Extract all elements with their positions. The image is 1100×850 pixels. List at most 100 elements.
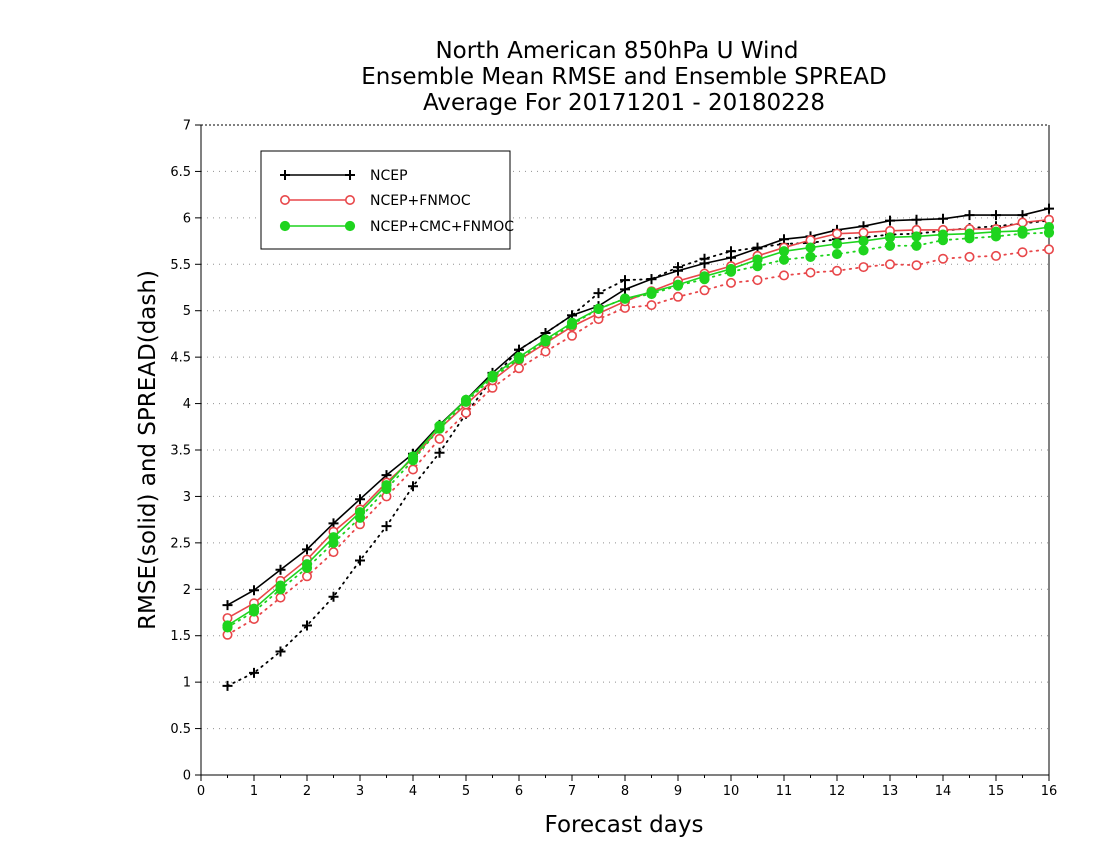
y-tick-label-0: 0 xyxy=(183,769,191,784)
point-ncep-cmc-fnmoc-spread-24 xyxy=(858,245,869,256)
point-ncep-fnmoc-rmse-23 xyxy=(831,228,842,239)
legend-label-ncep: NCEP xyxy=(370,168,408,184)
point-ncep-cmc-fnmoc-rmse-26 xyxy=(911,231,922,242)
point-ncep-fnmoc-spread-9 xyxy=(460,407,471,418)
point-ncep-spread-4 xyxy=(328,591,339,602)
axes: 00.511.522.533.544.555.566.570 1 2 3 4 5 6 7 8 9 1… xyxy=(170,119,1057,800)
legend-marker-start-ncep xyxy=(280,170,290,180)
series-ncep-cmc-fnmoc-spread xyxy=(222,227,1055,633)
legend-marker-start-ncep-fnmoc xyxy=(279,195,290,206)
line-ncep-spread xyxy=(226,219,1050,687)
point-ncep-cmc-fnmoc-rmse-17 xyxy=(672,279,684,290)
y-tick-label-8: 4 xyxy=(183,397,191,412)
point-ncep-cmc-fnmoc-rmse-8 xyxy=(434,420,445,431)
point-ncep-fnmoc-spread-30 xyxy=(1017,247,1028,258)
title-line-3: Average For 20171201 - 20180228 xyxy=(423,90,825,116)
legend-label-ncep-fnmoc: NCEP+FNMOC xyxy=(370,193,471,209)
plot-series xyxy=(222,203,1055,691)
x-tick-label-14: 14 xyxy=(935,784,952,799)
point-ncep-fnmoc-spread-18 xyxy=(699,285,710,296)
point-ncep-cmc-fnmoc-rmse-2 xyxy=(275,580,286,591)
legend-item-ncep-fnmoc: NCEP+FNMOC xyxy=(279,193,471,209)
x-tick-label-7: 7 xyxy=(568,784,576,799)
point-ncep-cmc-fnmoc-rmse-19 xyxy=(725,263,737,275)
line-ncep-cmc-fnmoc-spread xyxy=(226,231,1050,629)
point-ncep-cmc-fnmoc-rmse-6 xyxy=(381,480,392,491)
x-tick-label-1: 1 xyxy=(250,784,258,799)
legend-marker-end-ncep-cmc-fnmoc xyxy=(344,220,356,232)
y-tick-label-5: 2.5 xyxy=(170,536,191,551)
line-ncep-cmc-fnmoc-rmse xyxy=(227,226,1050,627)
point-ncep-cmc-fnmoc-rmse-24 xyxy=(858,235,869,247)
point-ncep-spread-1 xyxy=(249,667,259,678)
point-ncep-fnmoc-spread-4 xyxy=(328,547,339,558)
series-ncep-cmc-fnmoc-rmse xyxy=(222,222,1055,631)
point-ncep-cmc-fnmoc-rmse-21 xyxy=(778,246,790,257)
point-ncep-spread-5 xyxy=(355,555,365,566)
point-ncep-cmc-fnmoc-rmse-15 xyxy=(619,293,631,304)
point-ncep-fnmoc-spread-17 xyxy=(672,291,683,302)
point-ncep-cmc-fnmoc-spread-23 xyxy=(831,248,843,260)
x-tick-label-16: 16 xyxy=(1041,784,1058,799)
legend-marker-end-ncep xyxy=(345,170,355,180)
point-ncep-fnmoc-spread-20 xyxy=(752,275,763,286)
point-ncep-cmc-fnmoc-rmse-18 xyxy=(699,271,710,282)
point-ncep-spread-14 xyxy=(593,288,604,299)
point-ncep-fnmoc-spread-31 xyxy=(1044,244,1055,255)
point-ncep-fnmoc-spread-29 xyxy=(990,250,1001,261)
point-ncep-cmc-fnmoc-rmse-31 xyxy=(1043,222,1055,233)
chart-title: North American 850hPa U Wind Ensemble Me… xyxy=(361,38,886,116)
y-tick-label-11: 5.5 xyxy=(170,258,191,273)
x-tick-label-6: 6 xyxy=(515,784,523,799)
point-ncep-fnmoc-spread-24 xyxy=(858,262,869,273)
point-ncep-fnmoc-spread-26 xyxy=(911,260,922,271)
y-tick-label-10: 5 xyxy=(183,304,191,319)
series-ncep-rmse xyxy=(222,203,1054,611)
line-ncep-fnmoc-rmse xyxy=(227,218,1050,619)
point-ncep-cmc-fnmoc-rmse-12 xyxy=(540,334,551,345)
point-ncep-fnmoc-spread-8 xyxy=(434,433,445,444)
y-tick-label-7: 3.5 xyxy=(170,444,191,459)
y-tick-label-13: 6.5 xyxy=(170,165,191,180)
point-ncep-cmc-fnmoc-rmse-9 xyxy=(460,394,472,405)
point-ncep-cmc-fnmoc-rmse-7 xyxy=(407,451,419,462)
legend-marker-end-ncep-fnmoc xyxy=(344,195,355,206)
y-tick-label-1: 0.5 xyxy=(170,722,191,737)
point-ncep-rmse-19 xyxy=(726,252,736,263)
point-ncep-rmse-0 xyxy=(222,600,233,611)
point-ncep-cmc-fnmoc-rmse-14 xyxy=(593,303,604,314)
legend: NCEP NCEP+FNMOC NCEP+CMC+FNMOC xyxy=(260,150,514,250)
y-tick-label-9: 4.5 xyxy=(170,351,191,366)
y-tick-label-14: 7 xyxy=(183,119,191,134)
legend-entries: NCEP NCEP+FNMOC NCEP+CMC+FNMOC xyxy=(279,168,514,235)
point-ncep-rmse-3 xyxy=(302,544,312,555)
point-ncep-cmc-fnmoc-rmse-22 xyxy=(805,242,816,253)
x-tick-label-8: 8 xyxy=(621,784,629,799)
point-ncep-rmse-21 xyxy=(779,234,789,245)
point-ncep-cmc-fnmoc-rmse-11 xyxy=(513,352,525,363)
legend-label-ncep-cmc-fnmoc: NCEP+CMC+FNMOC xyxy=(370,219,514,235)
x-tick-label-11: 11 xyxy=(776,784,793,799)
line-ncep-fnmoc-spread xyxy=(226,248,1050,636)
point-ncep-fnmoc-spread-2 xyxy=(275,592,286,603)
point-ncep-spread-6 xyxy=(381,521,392,532)
point-ncep-spread-0 xyxy=(222,680,233,691)
point-ncep-cmc-fnmoc-rmse-27 xyxy=(937,229,949,240)
point-ncep-rmse-25 xyxy=(885,215,895,226)
point-ncep-rmse-16 xyxy=(646,274,657,285)
x-tick-label-4: 4 xyxy=(409,784,417,799)
point-ncep-fnmoc-spread-7 xyxy=(407,464,418,475)
point-ncep-rmse-26 xyxy=(911,214,922,225)
point-ncep-spread-3 xyxy=(302,620,312,631)
point-ncep-cmc-fnmoc-rmse-30 xyxy=(1017,225,1028,236)
point-ncep-fnmoc-spread-12 xyxy=(540,346,551,357)
y-tick-label-6: 3 xyxy=(183,490,191,505)
x-tick-label-13: 13 xyxy=(882,784,899,799)
legend-item-ncep: NCEP xyxy=(280,168,408,184)
point-ncep-rmse-2 xyxy=(275,564,286,575)
point-ncep-fnmoc-spread-23 xyxy=(831,265,842,276)
point-ncep-cmc-fnmoc-rmse-16 xyxy=(646,287,657,298)
point-ncep-fnmoc-spread-27 xyxy=(937,253,948,264)
point-ncep-cmc-fnmoc-rmse-28 xyxy=(964,228,975,239)
